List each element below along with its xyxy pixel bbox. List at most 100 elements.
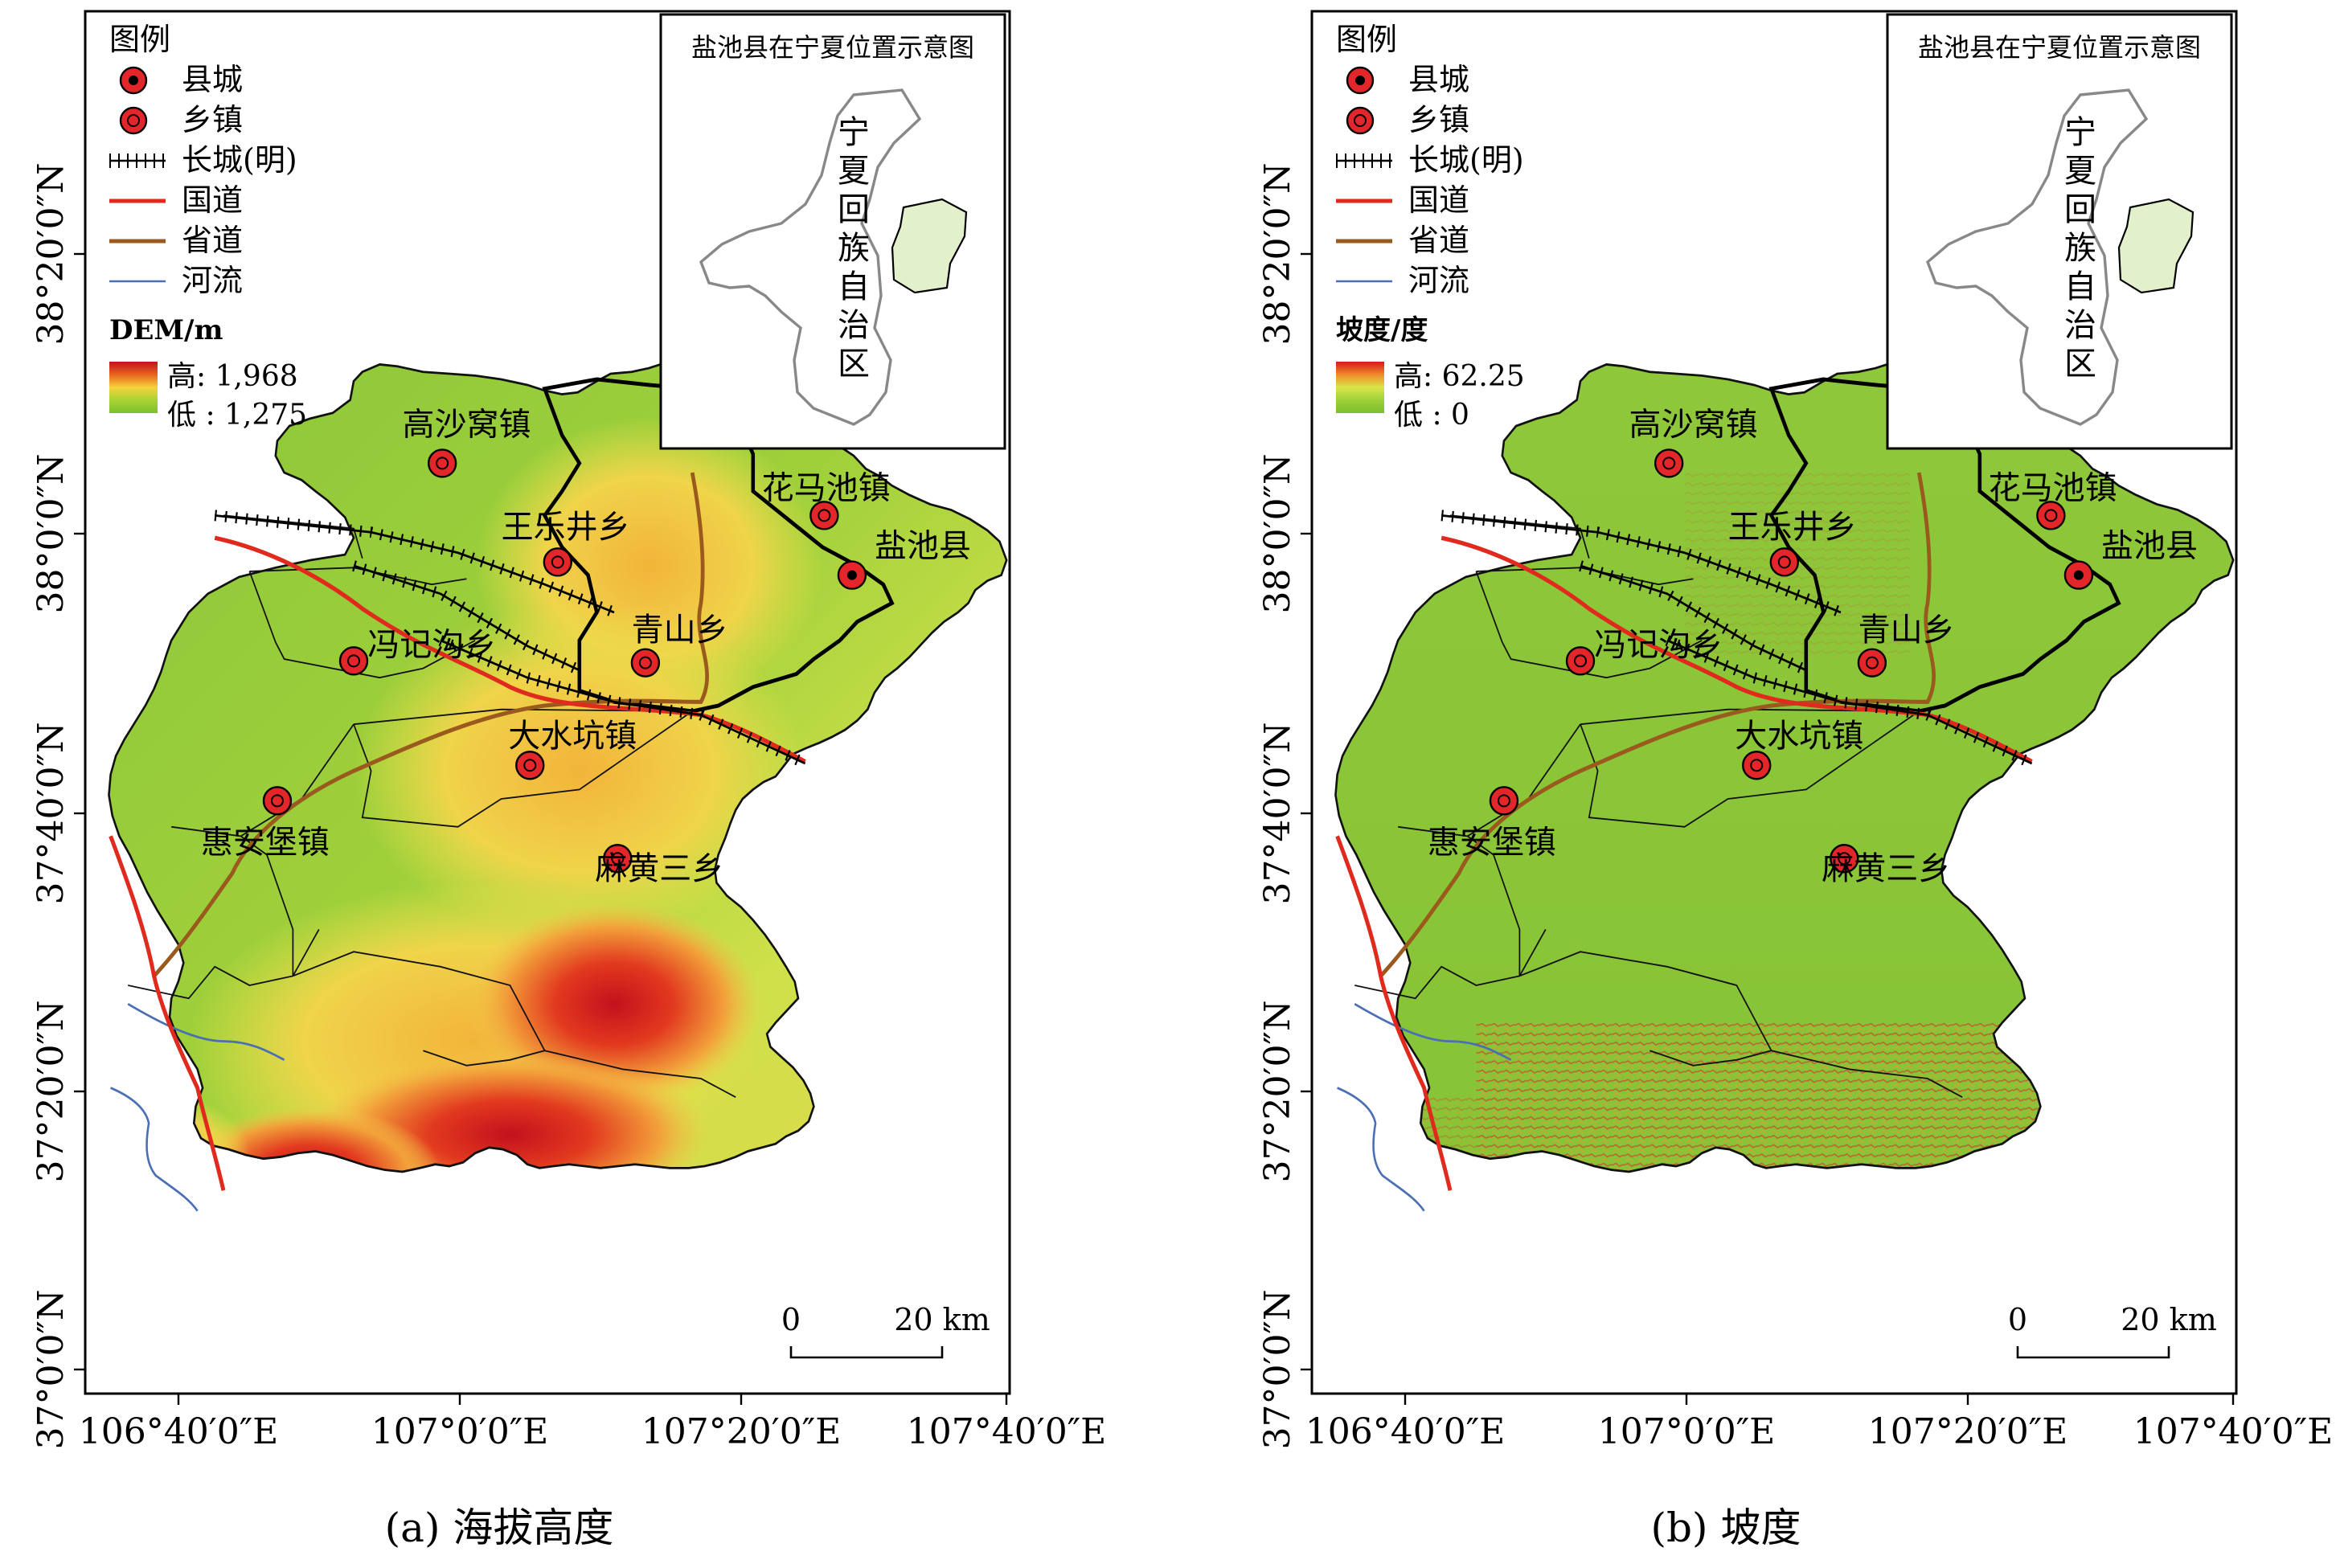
town-marker-ring <box>523 759 537 772</box>
town-marker[interactable] <box>809 501 839 530</box>
y-tick-label: 38°0′0″N <box>31 454 72 614</box>
county-outline <box>1334 335 2235 1173</box>
scale-bar-start: 0 <box>781 1302 801 1337</box>
place-label: 青山乡 <box>632 612 728 649</box>
ramp-low-label: 低 : 1,275 <box>167 399 307 432</box>
legend-item-label: 乡镇 <box>182 102 243 137</box>
place-label: 冯记沟乡 <box>1594 626 1723 663</box>
town-marker-ring <box>1838 852 1851 866</box>
inset-region-label: 治 <box>2064 307 2096 344</box>
town-marker-ring <box>1574 654 1587 668</box>
town-marker-ring <box>1865 656 1879 669</box>
town-marker[interactable] <box>1565 646 1596 676</box>
town-marker-ring <box>551 555 564 569</box>
town-icon <box>119 106 148 135</box>
x-tick-label: 107°20′0″E <box>1868 1411 2068 1452</box>
legend-item-label: 乡镇 <box>1408 102 1469 137</box>
ramp-title: DEM/m <box>109 314 223 346</box>
color-ramp <box>109 362 158 413</box>
axes: 106°40′0″E 107°0′0″E 107°20′0″E 107°40′0″E 3… <box>1257 163 2333 1452</box>
township-boundary <box>1354 951 1772 1051</box>
town-marker[interactable] <box>1830 844 1859 874</box>
town-marker[interactable] <box>1742 751 1772 780</box>
great-wall-ticks <box>1440 510 1843 618</box>
color-ramp <box>1336 362 1384 413</box>
town-marker[interactable] <box>515 751 545 780</box>
provincial-road <box>1379 472 1936 978</box>
place-label: 大水坑镇 <box>508 718 637 755</box>
x-tick-label: 107°0′0″E <box>371 1411 549 1452</box>
town-marker-ring <box>1777 555 1791 569</box>
township-boundary <box>1580 710 1920 828</box>
legend-item-label: 省道 <box>1408 223 1469 258</box>
scale-bar: 0 20 km <box>2008 1302 2217 1359</box>
legend-title: 图例 <box>1336 22 1397 57</box>
town-marker[interactable] <box>543 547 572 577</box>
panel-caption: (a) 海拔高度 <box>385 1505 614 1551</box>
yanchi-highlight <box>891 198 968 294</box>
y-tick-label: 37°40′0″N <box>31 723 72 905</box>
x-tick-label: 107°0′0″E <box>1598 1411 1776 1452</box>
y-tick-label: 37°0′0″N <box>1257 1290 1298 1450</box>
legend-item-label: 省道 <box>182 223 243 258</box>
great-wall-ticks <box>214 510 617 618</box>
legend-item-label: 长城(明) <box>182 142 297 178</box>
place-label: 花马池镇 <box>1989 469 2117 506</box>
provincial-road <box>152 472 709 978</box>
national-road <box>1335 535 2033 1191</box>
inset-region-label: 回 <box>2064 191 2096 228</box>
town-marker[interactable] <box>2036 501 2066 530</box>
county-seat-dot <box>846 570 857 580</box>
town-marker[interactable] <box>262 786 293 816</box>
inset-title: 盐池县在宁夏位置示意图 <box>691 32 974 63</box>
dem-high-2 <box>310 1050 710 1172</box>
ramp-title: 坡度/度 <box>1336 314 1428 346</box>
town-marker[interactable] <box>1654 448 1684 478</box>
river <box>1337 1087 1425 1212</box>
town-marker[interactable] <box>338 646 369 676</box>
town-marker-ring <box>1662 456 1676 470</box>
inset-region-label: 夏 <box>838 153 870 190</box>
dem-warm-center <box>354 603 805 939</box>
town-marker[interactable] <box>603 844 633 874</box>
legend-item-label: 国道 <box>182 182 243 218</box>
place-label: 高沙窝镇 <box>1629 407 1757 444</box>
town-marker[interactable] <box>427 448 457 478</box>
town-marker[interactable] <box>1769 547 1800 577</box>
river <box>110 1087 199 1212</box>
y-tick-label: 37°20′0″N <box>31 1001 72 1183</box>
place-label: 王乐井乡 <box>502 509 630 546</box>
town-marker-ring <box>1497 794 1510 808</box>
inset-region-label: 区 <box>2064 346 2096 383</box>
y-tick-label: 37°20′0″N <box>1257 1001 1298 1183</box>
legend-item-label: 河流 <box>182 263 243 298</box>
township-boundary <box>248 571 476 679</box>
y-tick-label: 37°40′0″N <box>1257 723 1298 905</box>
great-wall-line <box>353 564 580 672</box>
place-label: 青山乡 <box>1858 612 1955 649</box>
place-label: 惠安堡镇 <box>1428 824 1556 861</box>
great-wall-line <box>1580 564 1807 672</box>
town-marker[interactable] <box>630 648 661 678</box>
township-boundary <box>171 723 354 837</box>
ramp-high-label: 高: 62.25 <box>1394 360 1525 393</box>
ningxia-outline <box>699 88 922 426</box>
inset-region-label: 自 <box>2064 268 2096 305</box>
scale-bar-start: 0 <box>2008 1302 2027 1337</box>
inset-region-label: 自 <box>838 268 870 305</box>
legend-item-label: 县城 <box>1408 62 1469 97</box>
inset-region-label: 回 <box>838 191 870 228</box>
town-marker[interactable] <box>1489 786 1519 816</box>
town-marker[interactable] <box>1857 648 1887 678</box>
township-boundary <box>353 710 693 828</box>
legend-title: 图例 <box>109 22 170 57</box>
scale-bar-line <box>2016 1346 2170 1359</box>
inset-region-label: 区 <box>838 346 870 383</box>
